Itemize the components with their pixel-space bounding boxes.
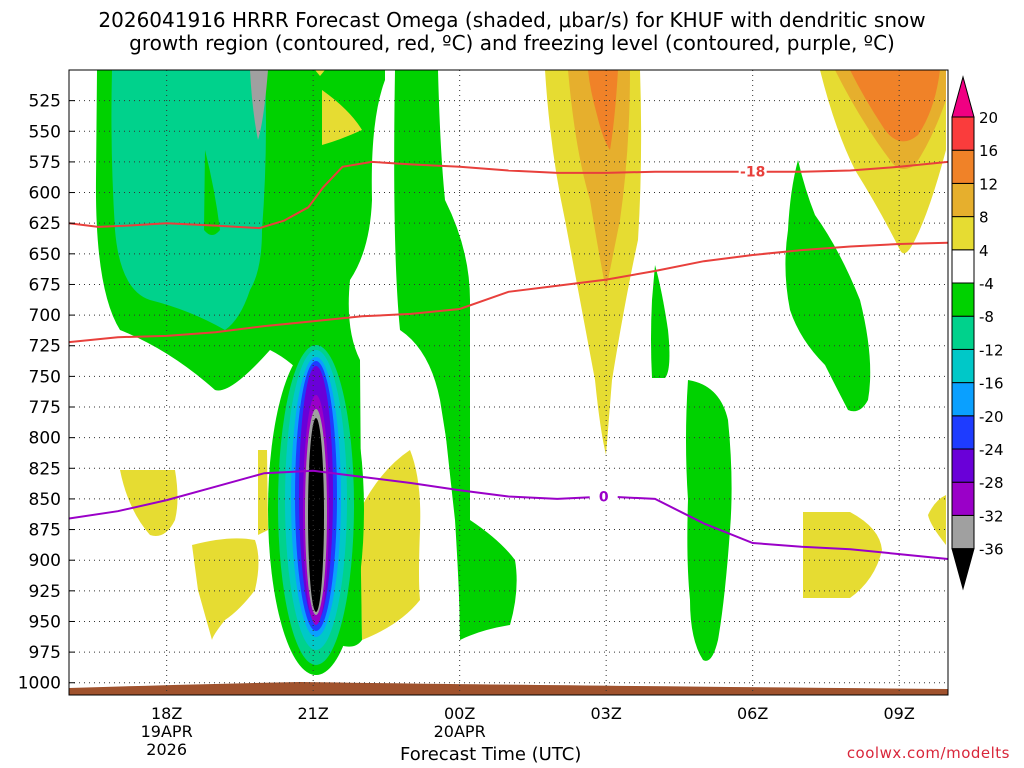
omega-region-green — [204, 150, 220, 235]
omega-region-gray-spike — [250, 70, 268, 140]
colorbar-segment — [951, 249, 975, 284]
y-tick-label: 825 — [29, 459, 61, 479]
omega-region-yellow — [928, 495, 946, 545]
y-tick-label: 725 — [29, 337, 61, 357]
colorbar-label: -28 — [979, 474, 1004, 492]
colorbar-segment — [951, 75, 975, 118]
colorbar-label: -8 — [979, 308, 994, 326]
y-tick-label: 950 — [29, 612, 61, 632]
colorbar-segment — [951, 116, 975, 151]
y-tick-label: 600 — [29, 184, 61, 204]
y-tick-label: 625 — [29, 214, 61, 234]
contour-line — [69, 160, 948, 230]
colorbar-segment — [951, 348, 975, 384]
colorbar-segment — [951, 415, 975, 450]
contour-label: -18 — [740, 165, 765, 181]
omega-region-orange — [850, 70, 940, 142]
omega-region-green — [400, 300, 517, 640]
colorbar-segment — [951, 382, 975, 417]
x-tick-label: 21Z — [298, 704, 329, 723]
contour-line — [69, 241, 948, 344]
x-tick-label: 18Z — [151, 704, 182, 723]
y-tick-label: 925 — [29, 582, 61, 602]
x-tick-label: 2026 — [146, 740, 187, 759]
omega-region-teal — [111, 70, 266, 330]
credit-link[interactable]: coolwx.com/modelts — [846, 744, 1010, 762]
y-tick-label: 875 — [29, 521, 61, 541]
contour-label-bg — [738, 162, 767, 181]
y-tick-label: 575 — [29, 153, 61, 173]
colorbar-segment — [951, 315, 975, 350]
colorbar-label: -36 — [979, 541, 1004, 559]
y-tick-label: 650 — [29, 245, 61, 265]
x-tick-label: 03Z — [591, 704, 622, 723]
colorbar-segment — [951, 182, 975, 218]
omega-shading — [69, 70, 948, 695]
chart-title-line-2: growth region (contoured, red, ºC) and f… — [129, 31, 895, 55]
colorbar-segment — [951, 481, 975, 516]
colorbar-segment — [951, 514, 975, 550]
colorbar-label: 4 — [979, 242, 989, 260]
omega-region-green — [394, 70, 470, 640]
colorbar-label: 8 — [979, 209, 989, 227]
colorbar-segment — [951, 448, 975, 483]
contour-label: 0 — [599, 489, 609, 505]
x-tick-label: 00Z — [444, 704, 475, 723]
y-tick-label: 775 — [29, 398, 61, 418]
omega-region-yellow — [360, 450, 421, 640]
omega-region-gold — [568, 70, 630, 290]
omega-region-yellow — [120, 470, 178, 536]
colorbar-segment — [951, 282, 975, 317]
plot-frame — [68, 69, 949, 696]
omega-region-yellow — [192, 538, 259, 640]
y-tick-label: 800 — [29, 429, 61, 449]
chart-title-line-1: 2026041916 HRRR Forecast Omega (shaded, … — [98, 8, 926, 32]
omega-region-green — [651, 265, 670, 378]
contour-line — [69, 469, 948, 560]
omega-region-yellow — [803, 512, 882, 598]
y-tick-label: 975 — [29, 643, 61, 663]
y-tick-label: 1000 — [18, 674, 61, 694]
x-tick-label: 20APR — [434, 722, 486, 741]
omega-region-yellow — [322, 90, 362, 145]
colorbar-label: 12 — [979, 175, 998, 193]
x-tick-label: 19APR — [141, 722, 193, 741]
colorbar: -36 -32 -28 -24 -20 -16 -12 -8 -4 4 8 12 16 20 — [951, 75, 1004, 591]
y-tick-label: 750 — [29, 367, 61, 387]
omega-region-orange — [588, 70, 618, 150]
y-tick-label: 525 — [29, 92, 61, 112]
y-tick-label: 700 — [29, 306, 61, 326]
colorbar-label: -32 — [979, 507, 1004, 525]
colorbar-label: -12 — [979, 341, 1004, 359]
colorbar-segment — [951, 548, 975, 591]
x-tick-label: 06Z — [737, 704, 768, 723]
omega-region-green — [785, 160, 871, 412]
omega-core-black — [308, 418, 324, 612]
omega-region-yellow — [258, 450, 268, 535]
colorbar-label: -16 — [979, 375, 1004, 393]
colorbar-segment — [951, 149, 975, 184]
colorbar-segment — [951, 216, 975, 251]
omega-region-yellow — [315, 70, 325, 76]
terrain-ground — [69, 682, 948, 695]
colorbar-label: -20 — [979, 408, 1004, 426]
colorbar-label: 16 — [979, 142, 998, 160]
y-tick-label: 675 — [29, 275, 61, 295]
x-axis-title: Forecast Time (UTC) — [400, 744, 582, 765]
colorbar-label: 20 — [979, 109, 998, 127]
y-tick-label: 900 — [29, 551, 61, 571]
colorbar-label: -4 — [979, 275, 994, 293]
y-tick-label: 550 — [29, 122, 61, 142]
contour-label-bg — [589, 487, 618, 506]
omega-region-green — [686, 380, 732, 661]
y-tick-label: 850 — [29, 490, 61, 510]
colorbar-label: -24 — [979, 441, 1004, 459]
x-tick-label: 09Z — [884, 704, 915, 723]
